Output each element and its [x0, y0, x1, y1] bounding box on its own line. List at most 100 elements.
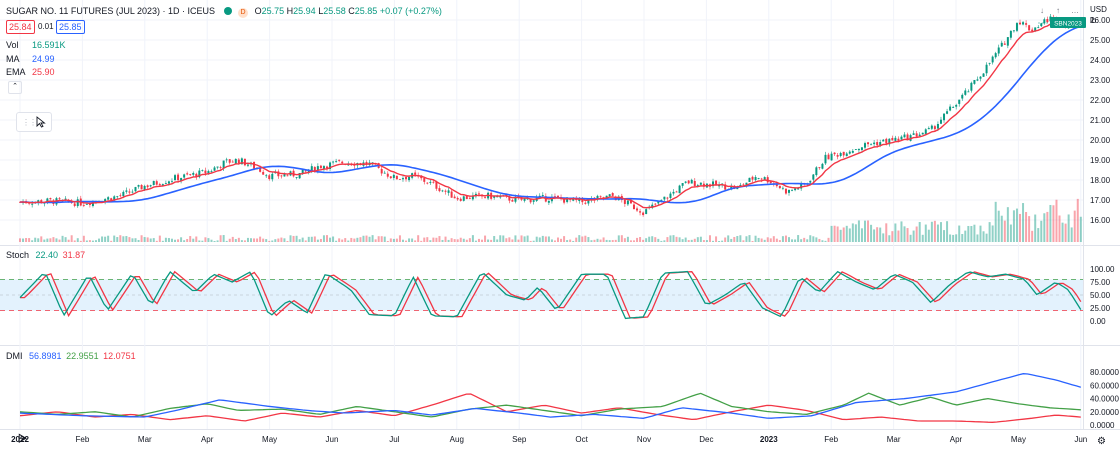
candle[interactable] [283, 174, 286, 177]
candle[interactable] [681, 183, 684, 186]
candle[interactable] [632, 204, 635, 210]
candle[interactable] [222, 160, 225, 169]
candle[interactable] [797, 188, 800, 190]
candle[interactable] [845, 153, 848, 157]
dmi-legend[interactable]: DMI 56.8981 22.9551 12.0751 [6, 351, 136, 361]
candle[interactable] [788, 189, 791, 193]
candle[interactable] [912, 133, 915, 135]
candle[interactable] [268, 175, 271, 180]
candle[interactable] [578, 198, 581, 202]
candle[interactable] [131, 191, 134, 193]
drawing-toolbar[interactable]: ⋮⋮ [16, 112, 52, 132]
candle[interactable] [888, 138, 891, 145]
candle[interactable] [626, 200, 629, 205]
candle[interactable] [985, 64, 988, 74]
candle[interactable] [949, 106, 952, 111]
candle[interactable] [712, 181, 715, 187]
candle[interactable] [307, 170, 310, 173]
candle[interactable] [958, 99, 961, 104]
candle[interactable] [955, 104, 958, 107]
candle[interactable] [584, 202, 587, 204]
settings-icon[interactable]: ⚙ [1097, 436, 1106, 447]
candle[interactable] [332, 161, 335, 163]
candle[interactable] [860, 147, 863, 150]
candle[interactable] [484, 196, 487, 198]
candle[interactable] [699, 182, 702, 185]
candle[interactable] [310, 166, 313, 172]
candle[interactable] [338, 159, 341, 161]
candle[interactable] [857, 148, 860, 151]
candle[interactable] [812, 174, 815, 180]
candle[interactable] [395, 175, 398, 180]
candle[interactable] [28, 202, 31, 204]
candle[interactable] [994, 53, 997, 58]
candle[interactable] [666, 197, 669, 199]
dmi-minus-line[interactable] [19, 393, 1081, 423]
candle[interactable] [672, 191, 675, 194]
candle[interactable] [450, 191, 453, 198]
candle[interactable] [116, 196, 119, 198]
candle[interactable] [952, 107, 955, 108]
candle[interactable] [769, 181, 772, 184]
candle[interactable] [146, 185, 149, 188]
candle[interactable] [921, 132, 924, 135]
candle[interactable] [259, 167, 262, 172]
candle[interactable] [152, 180, 155, 186]
candle[interactable] [821, 163, 824, 169]
candle[interactable] [1003, 43, 1006, 45]
candle[interactable] [1019, 22, 1022, 25]
candle[interactable] [240, 158, 243, 165]
candle[interactable] [76, 199, 79, 207]
candle[interactable] [453, 196, 456, 199]
candle[interactable] [882, 139, 885, 142]
candle[interactable] [684, 181, 687, 183]
candle[interactable] [380, 168, 383, 174]
candle[interactable] [225, 159, 228, 161]
candle[interactable] [742, 184, 745, 186]
candle[interactable] [833, 152, 836, 155]
candle[interactable] [274, 172, 277, 174]
candle[interactable] [730, 185, 733, 190]
candle[interactable] [228, 159, 231, 163]
candle[interactable] [265, 175, 268, 177]
candle[interactable] [408, 177, 411, 181]
candle[interactable] [1025, 23, 1028, 25]
candle[interactable] [429, 181, 432, 183]
candle[interactable] [885, 138, 888, 144]
candle[interactable] [891, 137, 894, 141]
candle[interactable] [541, 195, 544, 196]
candle[interactable] [462, 196, 465, 201]
candle[interactable] [432, 181, 435, 183]
candle[interactable] [918, 134, 921, 137]
candle[interactable] [186, 173, 189, 175]
candle[interactable] [438, 188, 441, 192]
candle[interactable] [933, 126, 936, 130]
candle[interactable] [158, 184, 161, 186]
candle[interactable] [155, 181, 158, 185]
candle[interactable] [319, 165, 322, 169]
candle[interactable] [657, 200, 660, 204]
candle[interactable] [669, 193, 672, 198]
bid-price-button[interactable]: 25.84 [6, 20, 35, 34]
candle[interactable] [198, 170, 201, 178]
candle[interactable] [873, 142, 876, 145]
candle[interactable] [1028, 25, 1031, 31]
candle[interactable] [973, 80, 976, 84]
candle[interactable] [529, 199, 532, 203]
candle[interactable] [739, 184, 742, 187]
candle[interactable] [1022, 22, 1025, 25]
candle[interactable] [243, 158, 246, 166]
candle[interactable] [477, 193, 480, 195]
ma-line[interactable] [19, 25, 1082, 204]
candle[interactable] [781, 187, 784, 189]
candle[interactable] [313, 167, 316, 172]
candle[interactable] [815, 167, 818, 176]
candle[interactable] [608, 194, 611, 197]
candle[interactable] [778, 185, 781, 189]
candle[interactable] [809, 180, 812, 183]
candle[interactable] [301, 169, 304, 175]
candle[interactable] [122, 191, 125, 197]
candle[interactable] [73, 203, 76, 206]
candle[interactable] [636, 208, 639, 211]
candle[interactable] [702, 183, 705, 187]
